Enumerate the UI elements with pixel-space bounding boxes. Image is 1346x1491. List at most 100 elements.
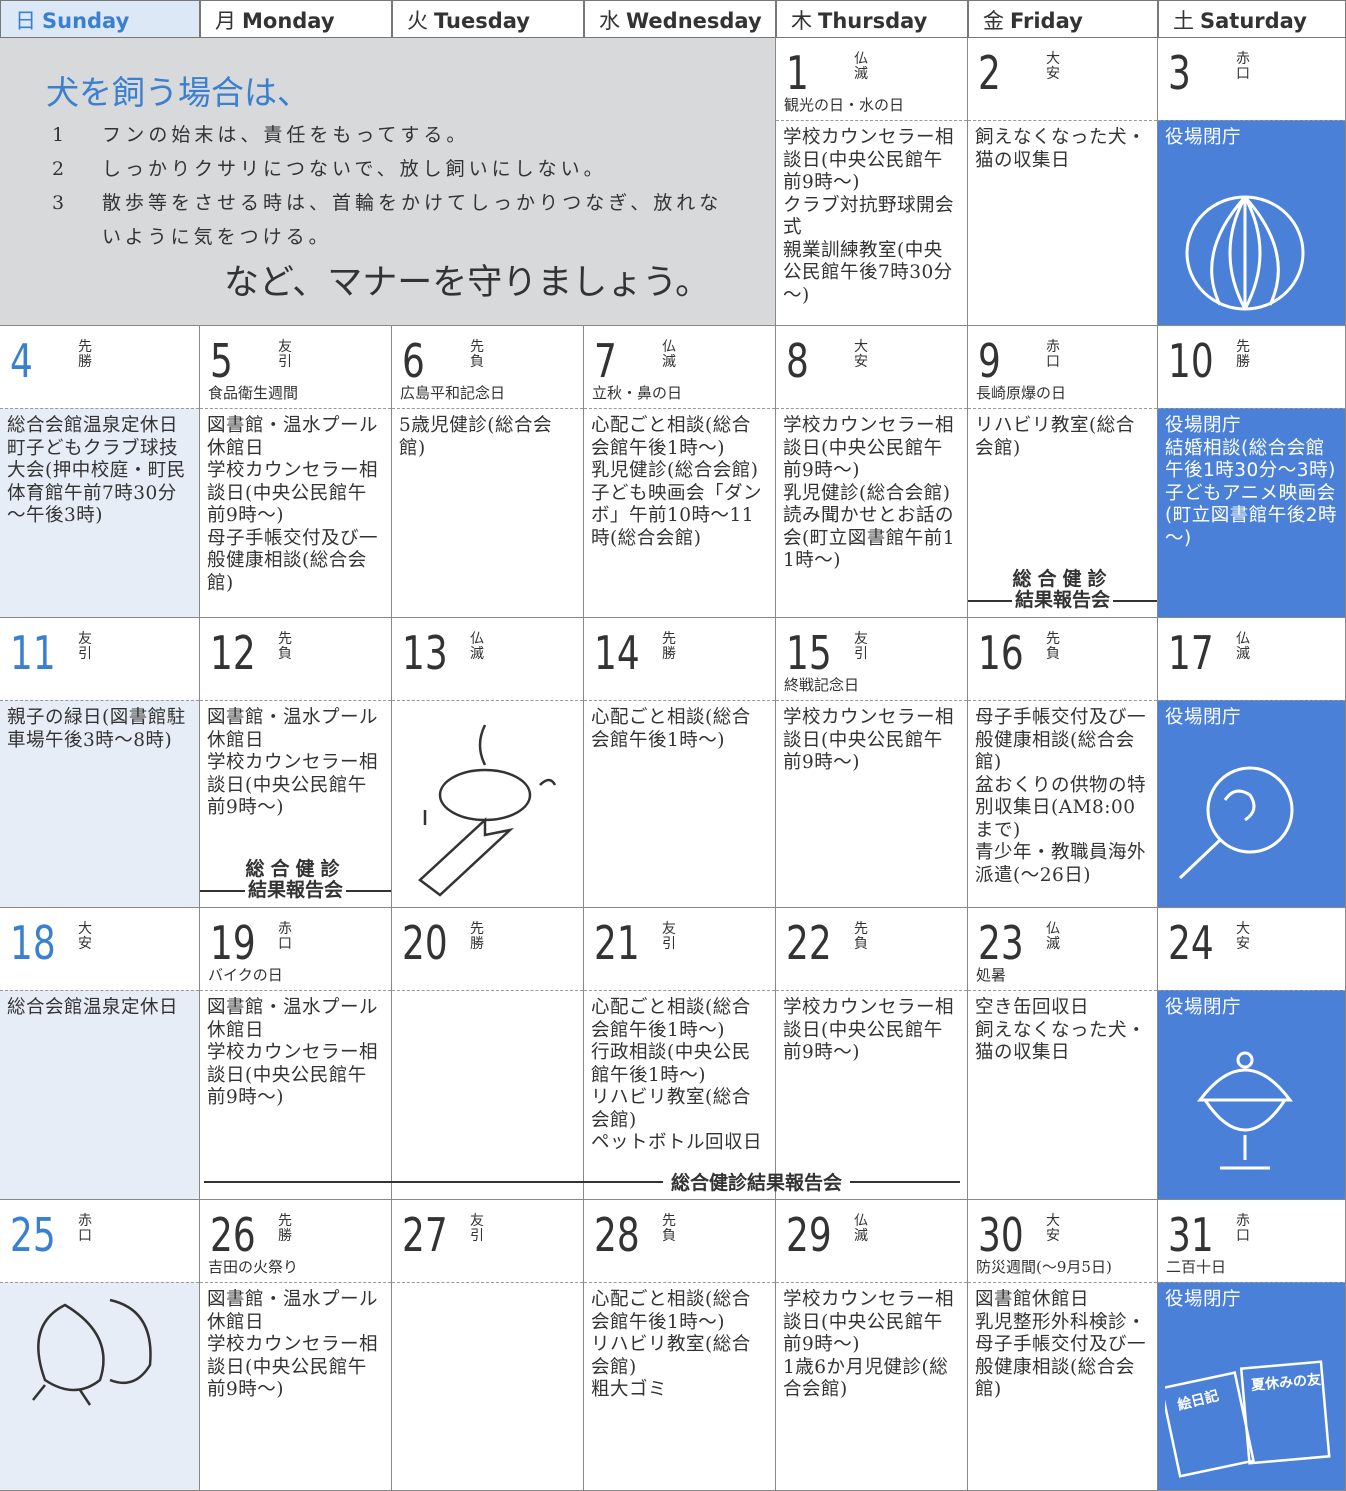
date-number: 8 xyxy=(786,334,809,388)
day-kanji: 木 xyxy=(791,9,812,33)
events: 空き缶回収日 飼えなくなった犬・猫の収集日 xyxy=(975,997,1151,1065)
illustration xyxy=(400,720,570,900)
cell-events-area xyxy=(0,1282,199,1490)
day-header: 木 Thursday xyxy=(776,0,968,38)
rokuyo: 仏滅 xyxy=(1046,921,1060,952)
date-number: 17 xyxy=(1168,626,1214,680)
cell-events-area: 空き缶回収日 飼えなくなった犬・猫の収集日 xyxy=(968,990,1157,1199)
cell-events-area: 心配ごと相談(総合会館午後1時～) 乳児健診(総合会館) 子ども映画会「ダンボ」午前… xyxy=(584,408,775,617)
cell-events-area: 図書館・温水プール休館日 学校カウンセラー相談日(中央公民館午前9時～) xyxy=(200,1282,391,1490)
cell-events-area: 飼えなくなった犬・猫の収集日 xyxy=(968,120,1157,325)
event: 空き缶回収日 xyxy=(975,997,1090,1018)
rokuyo: 赤口 xyxy=(1236,1213,1250,1244)
event: 図書館・温水プール休館日 xyxy=(207,1289,379,1333)
holiday-note: 立秋・鼻の日 xyxy=(592,384,683,402)
cell-events-area xyxy=(392,990,583,1199)
rokuyo: 先負 xyxy=(278,631,292,662)
banner-text: 結果報告会 xyxy=(1015,589,1111,611)
day-name: Thursday xyxy=(818,9,928,33)
cell-events-area: 親子の緑日(図書館駐車場午後3時～8時) xyxy=(0,700,199,907)
day-cell: 図書館・温水プール休館日 学校カウンセラー相談日(中央公民館午前9時～) 母子手帳交… xyxy=(200,326,392,618)
event: 1歳6か月児健診(総合会館) xyxy=(783,1356,949,1401)
day-cell: 心配ごと相談(総合会館午後1時～) 乳児健診(総合会館) 子ども映画会「ダンボ」午前… xyxy=(584,326,776,618)
notice: 犬を飼う場合は、 1 フンの始末は、責任をもってする。 2 しっかりクサリにつないで、… xyxy=(0,38,776,326)
date-number: 19 xyxy=(210,916,256,970)
events: 学校カウンセラー相談日(中央公民館午前9時～) 乳児健診(総合会館) 読み聞かせとお… xyxy=(783,415,961,573)
rokuyo: 先勝 xyxy=(1236,339,1250,370)
cell-events-area: 学校カウンセラー相談日(中央公民館午前9時～) xyxy=(776,990,967,1199)
rokuyo: 友引 xyxy=(470,1213,484,1244)
rokuyo: 大安 xyxy=(854,339,868,370)
date-number: 15 xyxy=(786,626,832,680)
peaches xyxy=(32,1298,152,1406)
rokuyo: 赤口 xyxy=(1236,51,1250,82)
illustration xyxy=(1165,760,1305,890)
event: 町子どもクラブ球技大会(押中校庭・町民体育館午前7時30分～午後3時) xyxy=(7,437,186,527)
event: 図書館・温水プール休館日 xyxy=(207,997,379,1041)
arrow-left xyxy=(200,889,245,892)
day-cell: 学校カウンセラー相談日(中央公民館午前9時～) 15 友引 終戦記念日 xyxy=(776,618,968,908)
cell-events-area: 心配ごと相談(総合会館午後1時～) 行政相談(中央公民館午後1時～) リハビリ教室(… xyxy=(584,990,775,1199)
banner-text: 結果報告会 xyxy=(248,879,344,901)
notice-title: 犬を飼う場合は、 xyxy=(46,73,310,112)
event: 心配ごと相談(総合会館午後1時～) xyxy=(591,1289,751,1333)
date-number: 22 xyxy=(786,916,832,970)
shaved-ice xyxy=(1196,1051,1294,1170)
date-number: 30 xyxy=(978,1208,1024,1262)
event: 子ども映画会「ダンボ」午前10時～11時(総合会館) xyxy=(591,482,763,549)
cell-events-area: 総合会館温泉定休日 町子どもクラブ球技大会(押中校庭・町民体育館午前7時30分～午… xyxy=(0,408,199,617)
events: 役場閉庁 xyxy=(1165,707,1339,730)
event: リハビリ教室(総合会館) xyxy=(591,1334,751,1378)
item-text: 散歩等をさせる時は、首輪をかけてしっかりつなぎ、放れないように気をつける。 xyxy=(102,192,723,248)
week-banner: 総合健診結果報告会 xyxy=(204,1168,960,1195)
event: 青少年・教職員海外派遣(～26日) xyxy=(975,842,1147,886)
holiday-note: 長崎原爆の日 xyxy=(976,384,1067,402)
date-number: 9 xyxy=(978,334,1001,388)
fan xyxy=(1178,766,1294,880)
arrow-right xyxy=(346,889,392,892)
events: 心配ごと相談(総合会館午後1時～) リハビリ教室(総合会館) 粗大ゴミ xyxy=(591,1289,769,1402)
arrow-right xyxy=(1113,599,1158,602)
rokuyo: 大安 xyxy=(1046,51,1060,82)
event: 読み聞かせとお話の会(町立図書館午前11時～) xyxy=(783,505,955,571)
date-number: 13 xyxy=(402,626,448,680)
event: 行政相談(中央公民館午後1時～) xyxy=(591,1042,751,1086)
event: 総合会館温泉定休日 xyxy=(7,997,179,1018)
cell-events-area: 5歳児健診(総合会館) xyxy=(392,408,583,617)
day-kanji: 土 xyxy=(1173,9,1194,33)
day-header: 金 Friday xyxy=(968,0,1158,38)
rokuyo: 先負 xyxy=(470,339,484,370)
day-header: 土 Saturday xyxy=(1158,0,1346,38)
day-cell: 図書館・温水プール休館日 学校カウンセラー相談日(中央公民館午前9時～) 総合健診結… xyxy=(200,618,392,908)
notice-item: 1 フンの始末は、責任をもってする。 xyxy=(52,118,732,152)
illustration: 絵日記 夏休みの友 xyxy=(1159,1360,1335,1480)
illustration xyxy=(1190,1040,1300,1180)
rokuyo: 先勝 xyxy=(470,921,484,952)
illustration xyxy=(1175,185,1315,315)
day-kanji: 火 xyxy=(407,9,428,33)
events: 学校カウンセラー相談日(中央公民館午前9時～) xyxy=(783,707,961,775)
event: 学校カウンセラー相談日(中央公民館午前9時～) xyxy=(783,127,955,193)
event: 学校カウンセラー相談日(中央公民館午前9時～) xyxy=(207,752,379,818)
day-name: Sunday xyxy=(42,9,130,33)
date-number: 6 xyxy=(402,334,425,388)
banner-line-1: 総合健診 xyxy=(245,858,346,880)
events: 役場閉庁 xyxy=(1165,127,1339,150)
day-name: Friday xyxy=(1010,9,1083,33)
date-number: 24 xyxy=(1168,916,1214,970)
day-cell: リハビリ教室(総合会館) 総合健診 結果報告会 9 赤口 長崎原爆の日 xyxy=(968,326,1158,618)
holiday-note: 二百十日 xyxy=(1166,1258,1227,1276)
day-name: Monday xyxy=(242,9,335,33)
events: 心配ごと相談(総合会館午後1時～) 乳児健診(総合会館) 子ども映画会「ダンボ」午前… xyxy=(591,415,769,550)
date-number: 28 xyxy=(594,1208,640,1262)
event: 母子手帳交付及び一般健康相談(総合会館) xyxy=(975,707,1147,773)
holiday-note: 吉田の火祭り xyxy=(208,1258,299,1276)
event: 図書館・温水プール休館日 xyxy=(207,415,379,459)
event: 学校カウンセラー相談日(中央公民館午前9時～) xyxy=(207,1042,379,1108)
cell-events-area: 学校カウンセラー相談日(中央公民館午前9時～) クラブ対抗野球開会式 親業訓練教室(… xyxy=(776,120,967,325)
day-header: 月 Monday xyxy=(200,0,392,38)
event: 子どもアニメ映画会(町立図書館午後2時～) xyxy=(1165,482,1337,549)
event: 心配ごと相談(総合会館午後1時～) xyxy=(591,707,751,751)
rokuyo: 仏滅 xyxy=(662,339,676,370)
